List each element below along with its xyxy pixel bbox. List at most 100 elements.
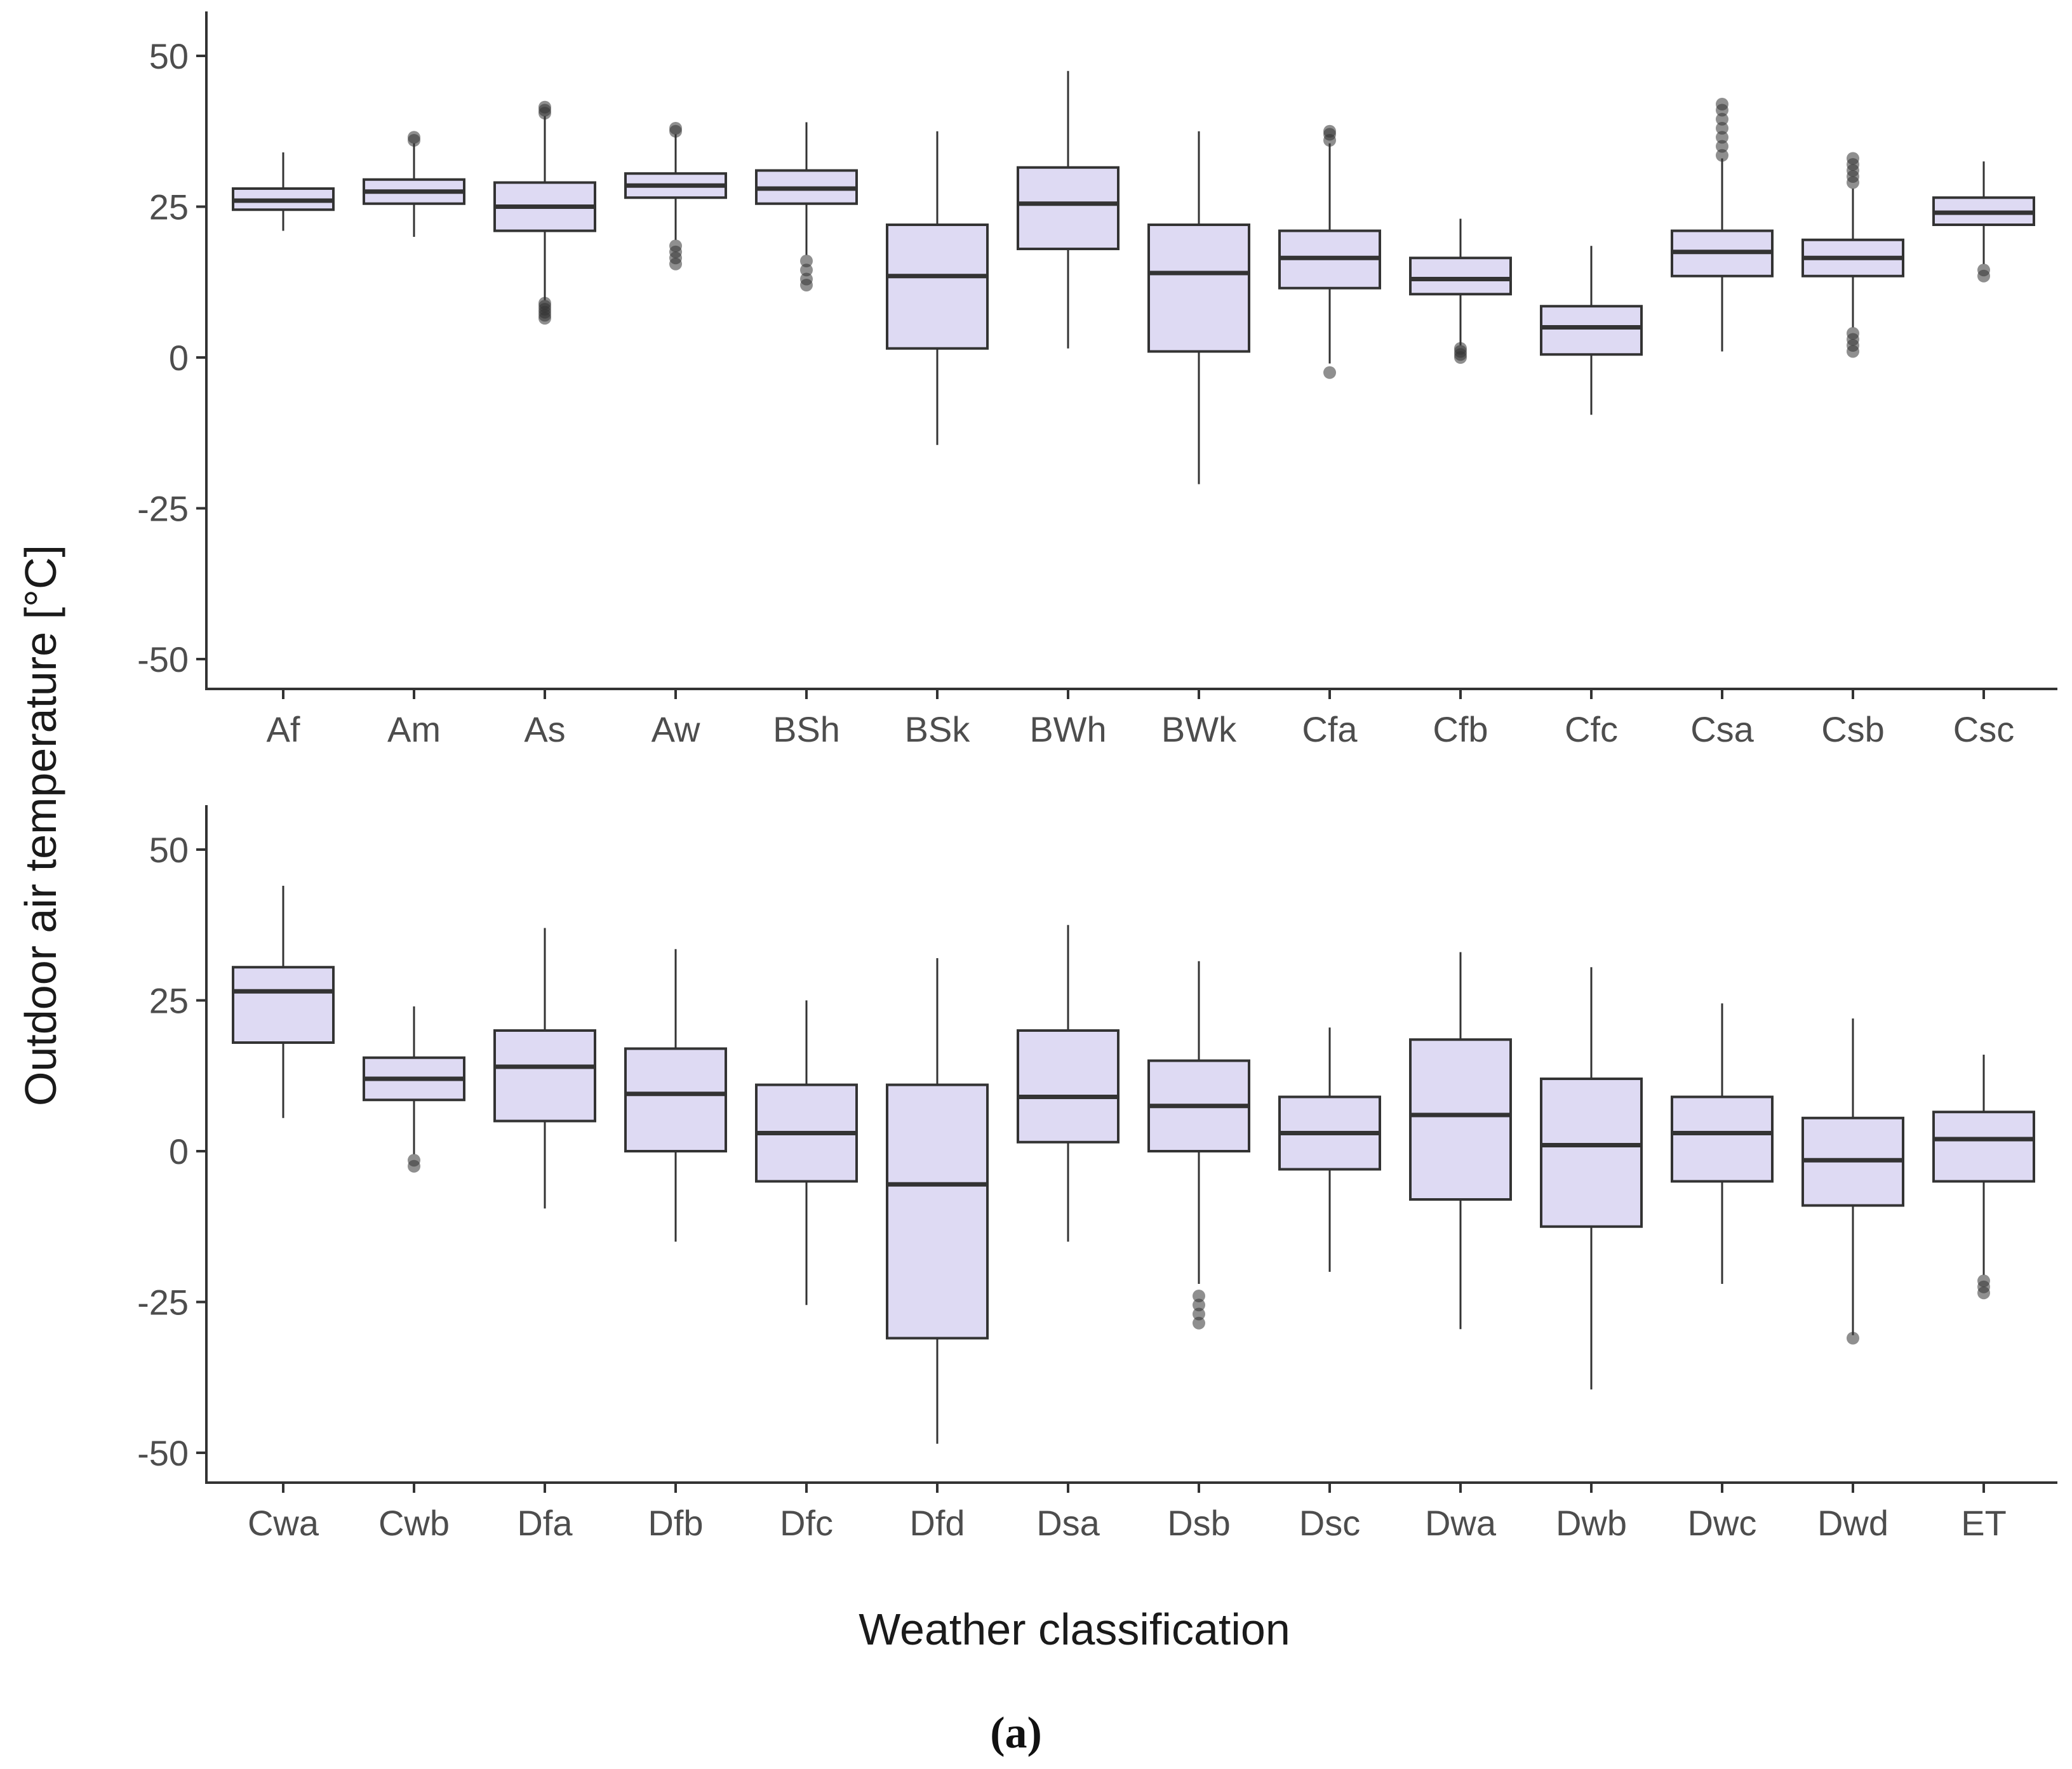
box-iqr	[1540, 305, 1643, 356]
y-tick-label: 50	[149, 830, 189, 870]
box-Csc: Csc	[1932, 161, 2035, 749]
x-tick-label: Dwb	[1556, 1503, 1627, 1543]
box-Cfa: Cfa	[1278, 124, 1381, 749]
box-Csa: Csa	[1671, 98, 1774, 749]
box-Cwa: Cwa	[232, 886, 335, 1543]
x-tick-label: Cfb	[1433, 709, 1488, 749]
box-BSk: BSk	[886, 131, 989, 749]
y-tick-label: 0	[169, 1131, 189, 1172]
x-tick-label: Dsb	[1167, 1503, 1231, 1543]
y-tick-label: 25	[149, 981, 189, 1021]
y-tick-label: -25	[137, 489, 189, 529]
box-iqr	[1932, 1111, 2035, 1183]
outlier-point	[1716, 149, 1728, 162]
x-tick-label: Cfa	[1302, 709, 1358, 749]
x-tick-label: Am	[387, 709, 441, 749]
x-tick-label: Dwd	[1817, 1503, 1888, 1543]
box-ET: ET	[1932, 1055, 2035, 1543]
x-tick-label: Af	[267, 709, 300, 749]
y-tick-label: 50	[149, 36, 189, 76]
y-tick-label: -50	[137, 1433, 189, 1473]
x-axis-title: Weather classification	[859, 1605, 1290, 1654]
x-tick-label: Aw	[652, 709, 700, 749]
x-tick-label: BWh	[1029, 709, 1106, 749]
outlier-point	[1323, 124, 1336, 138]
box-iqr	[1017, 1029, 1120, 1144]
x-tick-label: BSh	[773, 709, 840, 749]
box-Dfd: Dfd	[886, 958, 989, 1543]
x-tick-label: As	[524, 709, 565, 749]
box-iqr	[886, 1083, 989, 1340]
outlier-point	[800, 264, 813, 277]
box-iqr	[624, 1047, 727, 1152]
box-iqr	[493, 1029, 596, 1123]
outlier-point	[1847, 1332, 1859, 1345]
box-Af: Af	[232, 152, 335, 749]
outlier-point	[1193, 1290, 1205, 1302]
box-iqr	[232, 966, 335, 1044]
outlier-point	[1977, 264, 1990, 277]
box-BSh: BSh	[755, 122, 858, 749]
outlier-point	[1847, 152, 1859, 165]
outlier-point	[800, 255, 813, 267]
x-tick-label: Dwa	[1425, 1503, 1497, 1543]
x-tick-label: Dsc	[1299, 1503, 1360, 1543]
x-tick-label: Cwb	[378, 1503, 450, 1543]
box-iqr	[1409, 257, 1512, 296]
outlier-point	[669, 122, 682, 135]
x-tick-label: Dfc	[780, 1503, 833, 1543]
x-tick-label: ET	[1961, 1503, 2007, 1543]
outlier-point	[1716, 98, 1728, 110]
box-Dwa: Dwa	[1409, 952, 1512, 1543]
box-Dfc: Dfc	[755, 1000, 858, 1543]
box-Csb: Csb	[1801, 152, 1904, 749]
panel-bottom: 50 25 0 -25 -50 Cwa Cwb Dfa Dfb Dfc Dfd Dsa Dsb Dsc Dw…	[137, 805, 2057, 1543]
box-Cfc: Cfc	[1540, 246, 1643, 749]
x-tick-label: BSk	[905, 709, 971, 749]
box-Dwc: Dwc	[1671, 1003, 1774, 1543]
box-Dfb: Dfb	[624, 949, 727, 1543]
x-tick-label: BWk	[1161, 709, 1237, 749]
outlier-point	[669, 239, 682, 253]
x-tick-label: Csa	[1690, 709, 1754, 749]
y-tick-label: 25	[149, 187, 189, 227]
box-iqr	[1017, 166, 1120, 250]
box-iqr	[1147, 224, 1250, 353]
box-Cfb: Cfb	[1409, 218, 1512, 749]
outlier-point	[1716, 112, 1728, 126]
outlier-point	[1454, 342, 1467, 355]
outlier-point	[1193, 1307, 1205, 1321]
box-iqr	[1671, 1095, 1774, 1183]
box-Dwb: Dwb	[1540, 967, 1643, 1543]
y-axis-title: Outdoor air temperature [°C]	[16, 545, 65, 1106]
outlier-point	[1193, 1298, 1205, 1312]
x-tick-label: Dsa	[1036, 1503, 1100, 1543]
y-tick-label: 0	[169, 338, 189, 378]
outlier-point	[408, 131, 420, 144]
outlier-point	[1716, 122, 1728, 135]
outlier-point	[1977, 1286, 1990, 1300]
x-tick-label: Dfb	[648, 1503, 703, 1543]
x-tick-label: Cfc	[1565, 709, 1618, 749]
box-Dfa: Dfa	[493, 928, 596, 1543]
box-Dsb: Dsb	[1147, 961, 1250, 1543]
box-iqr	[1409, 1038, 1512, 1201]
outlier-point	[1323, 366, 1336, 379]
outlier-point	[1847, 327, 1859, 340]
box-As: As	[493, 100, 596, 749]
outlier-point	[1193, 1316, 1205, 1330]
x-tick-label: Csb	[1821, 709, 1885, 749]
box-Dwd: Dwd	[1801, 1018, 1904, 1543]
outlier-point	[1716, 140, 1728, 153]
y-tick-label: -50	[137, 639, 189, 679]
box-Dsa: Dsa	[1017, 925, 1120, 1543]
figure-caption: (a)	[990, 1709, 1042, 1758]
box-Cwb: Cwb	[363, 1006, 465, 1543]
outlier-point	[800, 272, 813, 286]
outlier-point	[408, 1154, 420, 1167]
x-tick-label: Dwc	[1688, 1503, 1757, 1543]
box-BWk: BWk	[1147, 131, 1250, 749]
x-tick-label: Cwa	[248, 1503, 319, 1543]
y-tick-label: -25	[137, 1283, 189, 1323]
